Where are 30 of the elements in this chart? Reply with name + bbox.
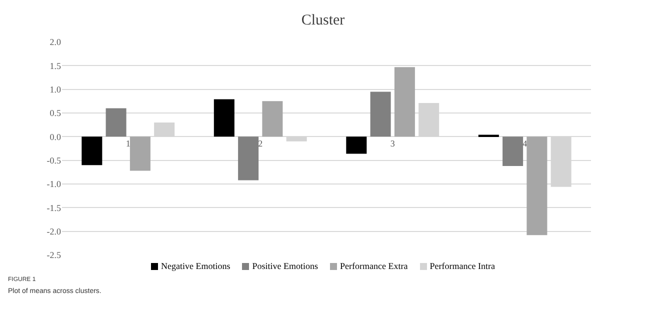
x-tick-label: 3 — [390, 138, 396, 149]
y-tick-label: 1.5 — [50, 60, 62, 71]
legend-label: Negative Emotions — [161, 261, 230, 271]
bar — [262, 101, 283, 137]
y-tick-label: -2.5 — [46, 250, 62, 260]
y-tick-label: -0.5 — [46, 155, 62, 166]
legend-label: Performance Intra — [430, 261, 495, 271]
bar — [526, 136, 548, 236]
chart-title: Cluster — [301, 12, 345, 28]
bar — [238, 136, 259, 180]
bar — [502, 136, 524, 166]
x-tick-label: 2 — [258, 138, 263, 149]
bar — [394, 67, 415, 137]
bar — [106, 108, 126, 137]
legend-label: Positive Emotions — [252, 261, 318, 271]
legend-label: Performance Extra — [340, 261, 408, 271]
x-tick-label: 1 — [126, 138, 130, 149]
bar — [346, 136, 367, 154]
x-tick-label: 4 — [522, 138, 528, 149]
y-tick-label: 0.5 — [50, 108, 62, 118]
y-tick-label: 1.0 — [50, 84, 62, 94]
bar — [214, 99, 234, 137]
bar — [82, 136, 102, 166]
y-tick-label: -2.0 — [46, 226, 62, 236]
y-tick-label: -1.5 — [46, 202, 62, 213]
bar — [370, 92, 391, 137]
y-tick-label: 2.0 — [50, 37, 62, 48]
y-tick-label: 0.0 — [50, 132, 62, 142]
bar — [130, 136, 150, 171]
y-tick-label: -1.0 — [46, 179, 62, 190]
